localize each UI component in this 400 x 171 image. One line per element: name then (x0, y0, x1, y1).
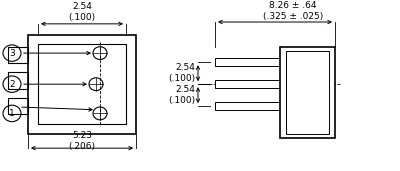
Bar (28, 35, 136, 134)
Bar (8, 72, 28, 89)
Text: 2: 2 (9, 80, 15, 89)
Bar (8, 47, 28, 63)
Text: 2.54
(.100): 2.54 (.100) (168, 63, 195, 83)
Text: 1: 1 (9, 109, 15, 118)
Text: 2.54
(.100): 2.54 (.100) (168, 85, 195, 105)
Text: 8.26 ± .64
(.325 ± .025): 8.26 ± .64 (.325 ± .025) (263, 1, 323, 21)
Text: 5.23
(.206): 5.23 (.206) (68, 131, 96, 151)
Bar (215, 102, 280, 110)
Bar (8, 98, 28, 114)
Bar (286, 51, 329, 134)
Bar (38, 44, 126, 124)
Bar (280, 47, 335, 138)
Bar (215, 80, 280, 88)
Text: 3: 3 (9, 49, 15, 58)
Bar (215, 58, 280, 66)
Text: 2.54
(.100): 2.54 (.100) (68, 2, 96, 22)
